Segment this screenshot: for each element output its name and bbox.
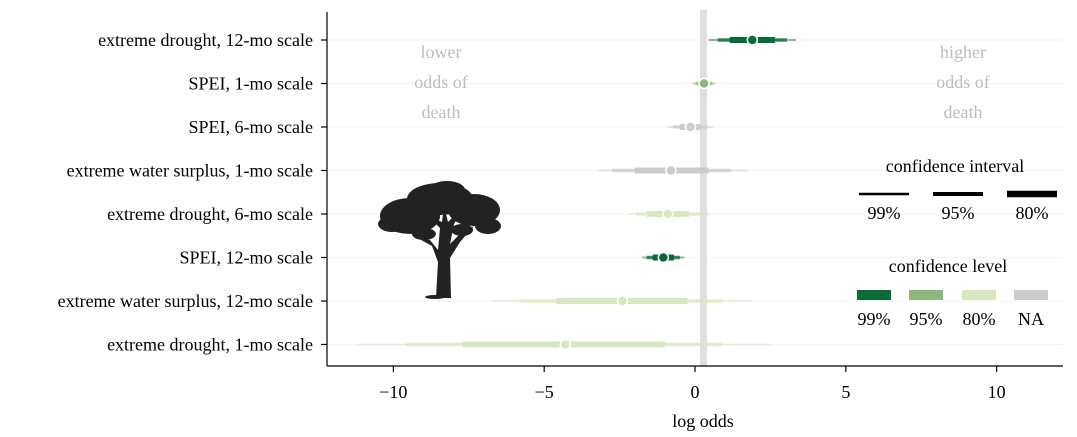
estimate-point: [616, 295, 629, 307]
estimate-row: [642, 251, 685, 264]
right-annotation-line-3: death: [944, 102, 983, 122]
row-label: extreme water surplus, 12-mo scale: [58, 291, 313, 311]
legend-level-swatch: [962, 290, 996, 300]
legend-confidence-level: confidence level 99% 95% 80% NA: [857, 256, 1048, 329]
estimate-point: [657, 251, 670, 264]
estimate-rows: [357, 34, 797, 351]
estimate-point: [559, 338, 572, 351]
right-annotation: higher odds of death: [936, 42, 990, 122]
x-tick-label: 0: [691, 382, 700, 402]
x-tick-label: −5: [535, 382, 554, 402]
estimate-row: [667, 121, 714, 133]
row-label: extreme water surplus, 1-mo scale: [67, 161, 313, 181]
estimate-row: [708, 34, 797, 46]
estimate-row: [692, 77, 716, 90]
row-label: SPEI, 12-mo scale: [180, 248, 313, 268]
legend-ci-label: 99%: [868, 203, 901, 223]
estimate-point: [746, 34, 759, 46]
left-annotation: lower odds of death: [414, 42, 468, 122]
zero-reference-line: [700, 10, 707, 366]
legend-level-label: 80%: [963, 309, 996, 329]
row-label: extreme drought, 1-mo scale: [107, 335, 313, 355]
x-axis-label: log odds: [672, 411, 734, 431]
estimate-row: [492, 295, 753, 307]
legend-level-label: 95%: [910, 309, 943, 329]
right-annotation-line-1: higher: [940, 42, 986, 62]
estimate-row: [628, 208, 711, 220]
estimate-row: [598, 164, 750, 177]
x-axis-ticks: −10 −5 0 5 10: [379, 366, 1006, 402]
legend-confidence-interval: confidence interval 99% 95% 80%: [859, 156, 1057, 223]
legend-ci-label: 95%: [942, 203, 975, 223]
legend-level-label: NA: [1018, 309, 1044, 329]
left-annotation-line-3: death: [422, 102, 461, 122]
estimate-point: [698, 77, 710, 90]
x-tick-label: 5: [841, 382, 850, 402]
right-annotation-line-2: odds of: [936, 72, 990, 92]
legend-level-swatch: [1014, 290, 1048, 300]
row-label: SPEI, 1-mo scale: [189, 74, 313, 94]
legend-ci-title: confidence interval: [886, 156, 1024, 176]
left-annotation-line-2: odds of: [414, 72, 468, 92]
legend-ci-label: 80%: [1016, 203, 1049, 223]
row-label: extreme drought, 12-mo scale: [98, 30, 313, 50]
x-tick-label: −10: [379, 382, 407, 402]
estimate-point: [662, 208, 674, 220]
x-tick-label: 10: [988, 382, 1006, 402]
row-label: extreme drought, 6-mo scale: [107, 204, 313, 224]
estimate-point: [684, 121, 697, 133]
left-annotation-line-1: lower: [421, 42, 462, 62]
tree-silhouette-icon: [378, 181, 501, 299]
legend-level-swatch: [857, 290, 891, 300]
row-label: SPEI, 6-mo scale: [189, 117, 313, 137]
legend-level-label: 99%: [858, 309, 891, 329]
legend-level-swatch: [909, 290, 943, 300]
legend-level-title: confidence level: [889, 256, 1007, 276]
estimate-row: [357, 338, 771, 351]
estimate-point: [665, 164, 677, 177]
row-labels: extreme drought, 12-mo scale SPEI, 1-mo s…: [58, 30, 327, 355]
